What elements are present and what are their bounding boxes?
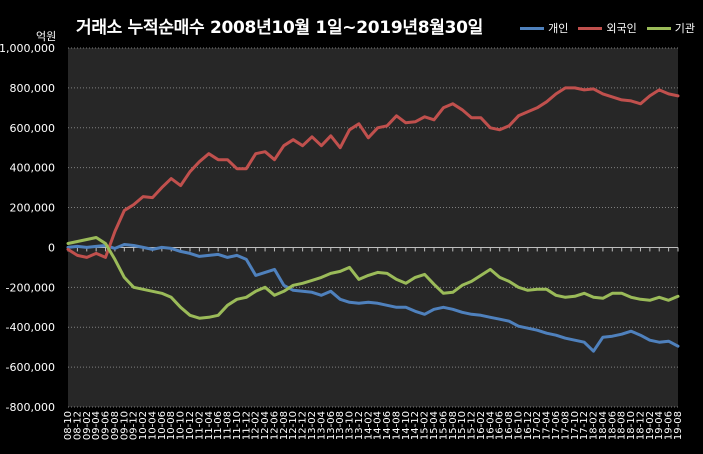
x-tick-label: 17-02 [532, 411, 543, 440]
series-line [66, 86, 680, 259]
x-tick-label: 17-04 [542, 411, 553, 440]
y-tick-label: -400,000 [6, 321, 55, 334]
x-tick-label: 18-04 [598, 411, 609, 440]
x-tick-label: 19-04 [654, 411, 665, 440]
x-tick-label: 19-06 [664, 411, 675, 440]
x-tick-label: 18-12 [635, 411, 646, 440]
x-tick-label: 13-10 [345, 411, 356, 440]
x-tick-label: 16-12 [523, 411, 534, 440]
x-tick-label: 12-08 [279, 411, 290, 440]
x-tick-label: 11-04 [204, 411, 215, 440]
y-tick-label: -800,000 [6, 401, 55, 414]
x-tick-label: 14-06 [382, 411, 393, 440]
x-tick-label: 16-10 [513, 411, 524, 440]
x-tick-label: 11-08 [223, 411, 234, 440]
x-tick-label: 09-12 [129, 411, 140, 440]
x-tick-label: 12-06 [269, 411, 280, 440]
x-tick-label: 11-12 [241, 411, 252, 440]
legend-swatch [578, 26, 603, 30]
x-tick-label: 14-12 [410, 411, 421, 440]
x-tick-label: 10-04 [147, 411, 158, 440]
x-tick-label: 12-02 [251, 411, 262, 440]
chart-title: 거래소 누적순매수 2008년10월 1일~2019년8월30일 [76, 18, 483, 38]
y-tick-label: -200,000 [6, 281, 55, 294]
legend: 개인 외국인 기관 [520, 20, 695, 36]
y-tick-label: -600,000 [6, 361, 55, 374]
x-tick-label: 16-04 [485, 411, 496, 440]
y-tick-label: 1,000,000 [0, 42, 55, 55]
x-tick-label: 18-02 [589, 411, 600, 440]
legend-item: 외국인 [578, 20, 637, 36]
y-tick-label: 600,000 [10, 122, 56, 135]
x-tick-label: 10-02 [138, 411, 149, 440]
x-tick-label: 18-10 [626, 411, 637, 440]
y-tick-label: 800,000 [10, 82, 56, 95]
x-tick-label: 10-10 [176, 411, 187, 440]
legend-item: 기관 [646, 20, 695, 36]
x-tick-label: 14-10 [401, 411, 412, 440]
x-tick-label: 11-02 [194, 411, 205, 440]
x-tick-label: 15-12 [467, 411, 478, 440]
x-tick-label: 14-08 [391, 411, 402, 440]
x-tick-label: 08-12 [72, 411, 83, 440]
x-tick-label: 15-02 [420, 411, 431, 440]
y-axis-unit-label: 억원 [36, 30, 57, 43]
x-tick-label: 15-08 [448, 411, 459, 440]
x-tick-label: 11-10 [232, 411, 243, 440]
x-tick-label: 15-04 [429, 411, 440, 440]
x-tick-label: 13-08 [335, 411, 346, 440]
x-tick-label: 14-04 [373, 411, 384, 440]
x-tick-label: 19-02 [645, 411, 656, 440]
x-tick-label: 09-06 [101, 411, 112, 440]
x-tick-label: 15-10 [457, 411, 468, 440]
x-tick-label: 19-08 [673, 411, 684, 440]
x-tick-label: 09-04 [91, 411, 102, 440]
x-tick-label: 15-06 [438, 411, 449, 440]
x-tick-label: 09-02 [82, 411, 93, 440]
x-tick-label: 12-04 [260, 411, 271, 440]
x-tick-label: 13-06 [326, 411, 337, 440]
y-tick-label: 200,000 [10, 202, 56, 215]
x-tick-label: 17-06 [551, 411, 562, 440]
x-tick-label: 14-02 [363, 411, 374, 440]
x-tick-label: 11-06 [213, 411, 224, 440]
legend-label: 개인 [548, 22, 569, 35]
x-tick-label: 17-08 [560, 411, 571, 440]
plot-area [68, 48, 678, 407]
x-tick-label: 16-02 [476, 411, 487, 440]
x-tick-label: 12-10 [288, 411, 299, 440]
x-tick-label: 08-10 [63, 411, 74, 440]
x-tick-label: 13-02 [307, 411, 318, 440]
x-tick-label: 10-08 [166, 411, 177, 440]
legend-label: 외국인 [606, 22, 637, 35]
y-tick-label: 400,000 [10, 162, 56, 175]
x-tick-label: 09-10 [119, 411, 130, 440]
x-tick-label: 10-12 [185, 411, 196, 440]
x-tick-label: 10-06 [157, 411, 168, 440]
x-tick-label: 12-12 [298, 411, 309, 440]
x-tick-label: 16-08 [504, 411, 515, 440]
x-tick-label: 17-10 [570, 411, 581, 440]
legend-swatch [646, 26, 671, 30]
x-tick-label: 18-08 [617, 411, 628, 440]
x-tick-label: 09-08 [110, 411, 121, 440]
legend-swatch [520, 26, 545, 30]
legend-label: 기관 [674, 22, 695, 35]
x-tick-label: 16-06 [495, 411, 506, 440]
series-line [66, 236, 680, 320]
y-tick-label: 0 [48, 241, 55, 254]
x-tick-label: 18-06 [607, 411, 618, 440]
x-tick-label: 13-12 [354, 411, 365, 440]
legend-item: 개인 [520, 20, 568, 36]
series-line [66, 243, 680, 353]
x-tick-label: 17-12 [579, 411, 590, 440]
x-tick-label: 13-04 [316, 411, 327, 440]
